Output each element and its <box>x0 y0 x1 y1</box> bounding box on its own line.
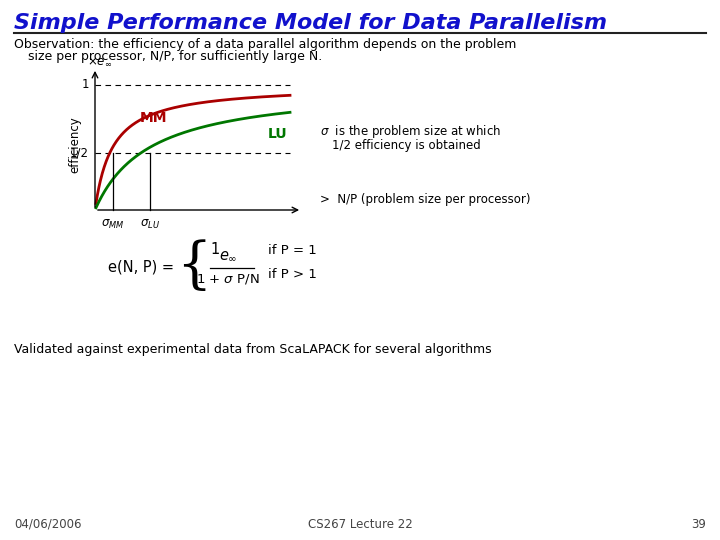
Text: 39: 39 <box>691 517 706 530</box>
Text: $\sigma$  is the problem size at which: $\sigma$ is the problem size at which <box>320 124 501 140</box>
Text: CS267 Lecture 22: CS267 Lecture 22 <box>307 517 413 530</box>
Text: 1/2 efficiency is obtained: 1/2 efficiency is obtained <box>332 139 481 152</box>
Text: Validated against experimental data from ScaLAPACK for several algorithms: Validated against experimental data from… <box>14 343 492 356</box>
Text: LU: LU <box>268 127 287 141</box>
Text: if P > 1: if P > 1 <box>268 268 317 281</box>
Text: {: { <box>176 240 212 294</box>
Text: size per processor, N/P, for sufficiently large N.: size per processor, N/P, for sufficientl… <box>28 50 323 63</box>
Text: $\sigma_{LU}$: $\sigma_{LU}$ <box>140 218 160 231</box>
Text: Simple Performance Model for Data Parallelism: Simple Performance Model for Data Parall… <box>14 13 607 33</box>
Text: 1/2: 1/2 <box>70 146 89 159</box>
Text: efficiency: efficiency <box>68 117 81 173</box>
Text: e(N, P) =: e(N, P) = <box>108 260 174 274</box>
Text: 1: 1 <box>81 78 89 91</box>
Text: 1 + $\sigma$ P/N: 1 + $\sigma$ P/N <box>197 272 260 286</box>
Text: 1: 1 <box>210 242 220 258</box>
Text: $\times e_\infty$: $\times e_\infty$ <box>87 56 112 69</box>
Text: 04/06/2006: 04/06/2006 <box>14 517 81 530</box>
Text: >  N/P (problem size per processor): > N/P (problem size per processor) <box>320 193 531 206</box>
Text: Observation: the efficiency of a data parallel algorithm depends on the problem: Observation: the efficiency of a data pa… <box>14 38 516 51</box>
Text: if P = 1: if P = 1 <box>268 244 317 256</box>
Text: MM: MM <box>140 111 168 125</box>
Text: $\sigma_{MM}$: $\sigma_{MM}$ <box>101 218 125 231</box>
Text: $e_\infty$: $e_\infty$ <box>219 248 238 263</box>
